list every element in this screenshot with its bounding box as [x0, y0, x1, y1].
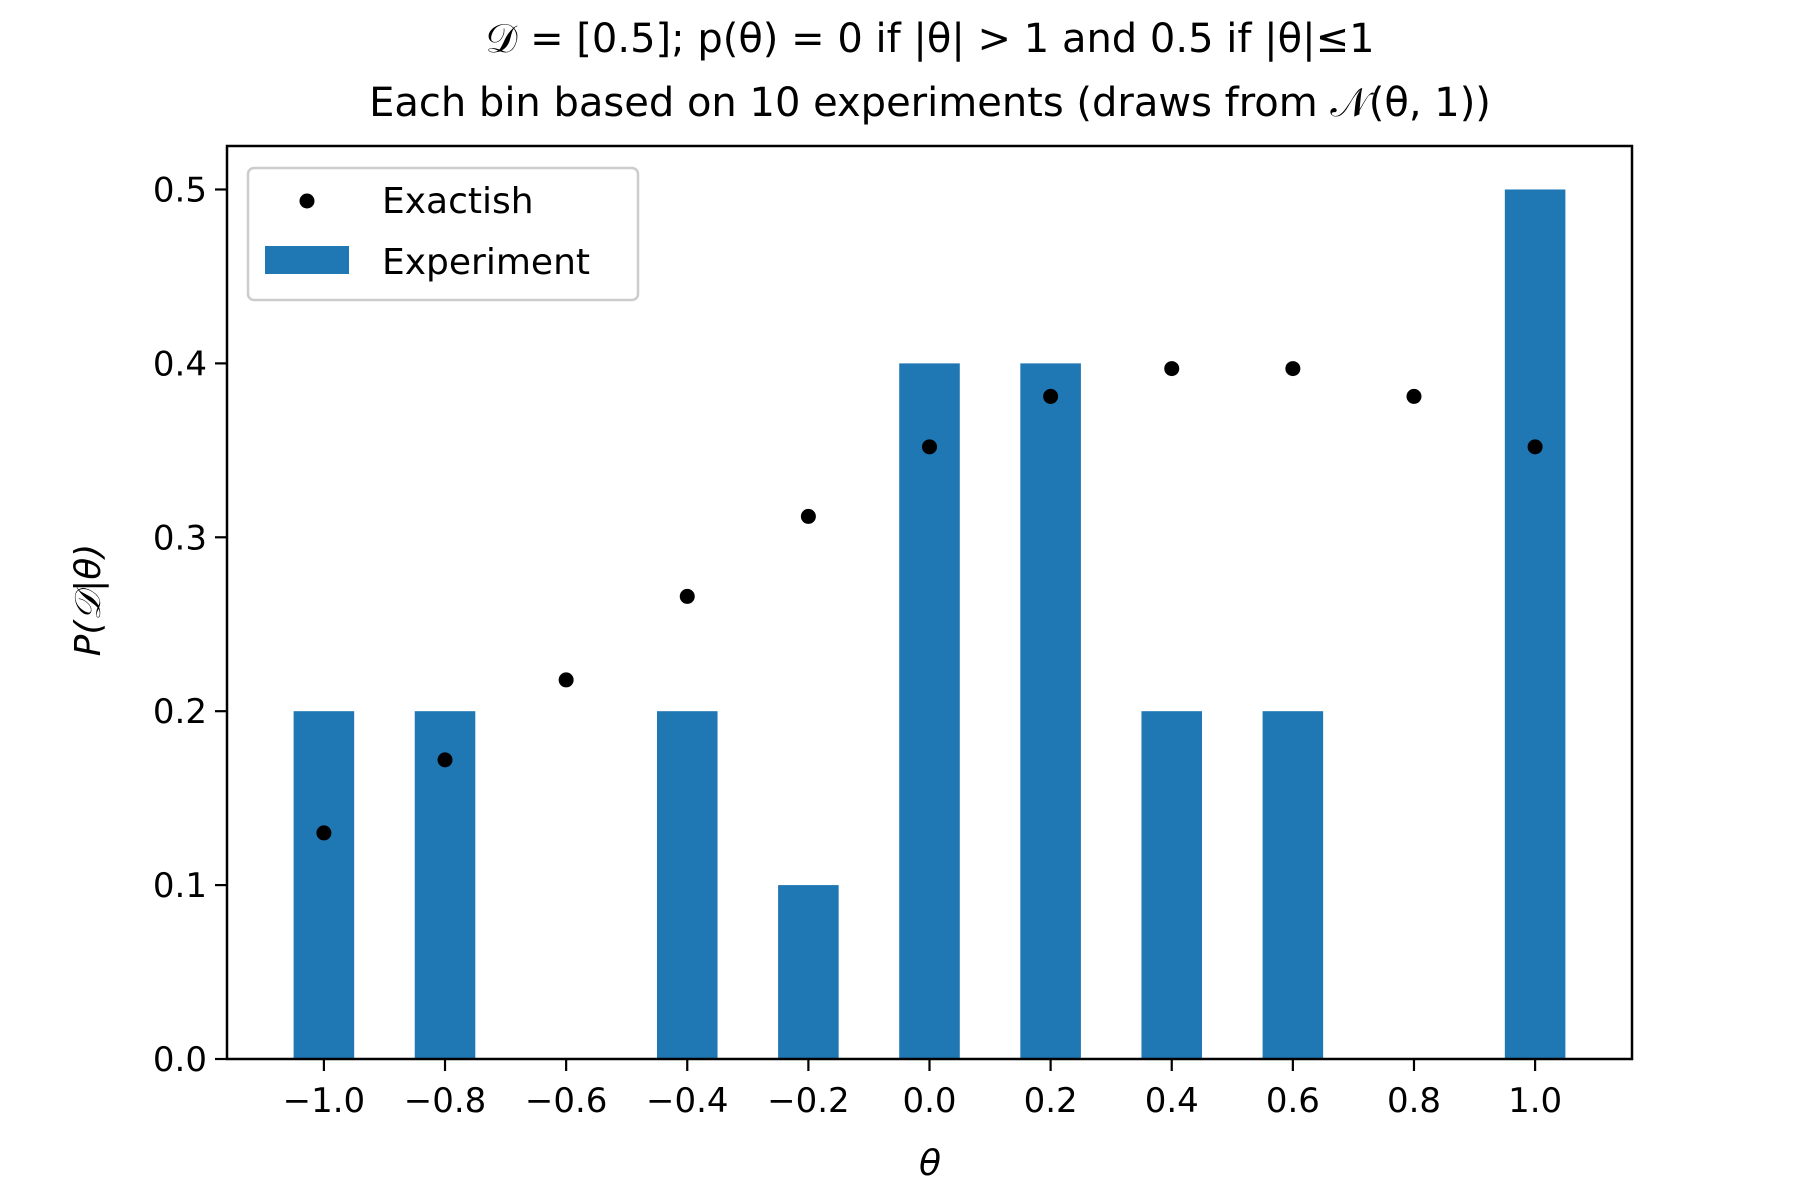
y-tick-label: 0.5 [153, 170, 207, 210]
bar-experiment [656, 711, 718, 1059]
point-exactish [437, 752, 453, 768]
legend-label-experiment: Experiment [382, 242, 590, 283]
x-axis-label: θ [919, 1143, 941, 1184]
point-exactish [558, 672, 574, 688]
y-tick-label: 0.3 [153, 518, 207, 558]
bars-layer [293, 189, 1566, 1059]
x-tick-label: −0.6 [525, 1081, 608, 1121]
x-tick-label: 0.0 [902, 1081, 956, 1121]
x-tick-label: 0.8 [1387, 1081, 1441, 1121]
y-axis-label: P(𝒟|θ) [68, 544, 109, 657]
chart-subtitle: Each bin based on 10 experiments (draws … [369, 80, 1491, 126]
bar-experiment [1262, 711, 1324, 1059]
bar-experiment [778, 885, 839, 1059]
bar-experiment [293, 711, 355, 1059]
chart-title: 𝒟 = [0.5]; p(θ) = 0 if |θ| > 1 and 0.5 i… [485, 16, 1374, 62]
point-exactish [1043, 388, 1059, 404]
point-exactish [922, 439, 937, 455]
bar-experiment [414, 711, 476, 1059]
y-tick-label: 0.0 [153, 1040, 207, 1080]
y-tick-label: 0.4 [153, 344, 207, 384]
point-exactish [679, 588, 695, 604]
x-tick-label: 0.6 [1266, 1081, 1320, 1121]
x-tick-label: −0.2 [767, 1081, 850, 1121]
point-exactish [316, 825, 332, 841]
legend-label-exactish: Exactish [382, 181, 534, 222]
bar-experiment [899, 363, 960, 1059]
legend-marker-exactish [299, 193, 315, 209]
point-exactish [1164, 361, 1180, 377]
y-tick-label: 0.1 [153, 866, 207, 906]
x-tick-label: 0.2 [1024, 1081, 1078, 1121]
points-layer [316, 361, 1543, 841]
bar-experiment [1020, 363, 1081, 1059]
x-tick-label: −1.0 [283, 1081, 366, 1121]
x-tick-label: −0.4 [646, 1081, 729, 1121]
x-tick-label: 0.4 [1145, 1081, 1199, 1121]
point-exactish [800, 508, 816, 524]
axes-layer: −1.0 −0.8 −0.6 −0.4 −0.2 0.0 0.2 0.4 0.6 0.8 1.0 0.… [153, 144, 1634, 1121]
point-exactish [1285, 361, 1301, 377]
bar-experiment [1141, 711, 1203, 1059]
x-tick-label: 1.0 [1508, 1081, 1562, 1121]
x-tick-label: −0.8 [404, 1081, 487, 1121]
legend-marker-experiment [265, 246, 349, 274]
point-exactish [1527, 439, 1543, 455]
legend: Exactish Experiment [246, 166, 640, 302]
y-tick-label: 0.2 [153, 692, 207, 732]
point-exactish [1406, 388, 1422, 404]
bar-experiment [1504, 189, 1566, 1059]
